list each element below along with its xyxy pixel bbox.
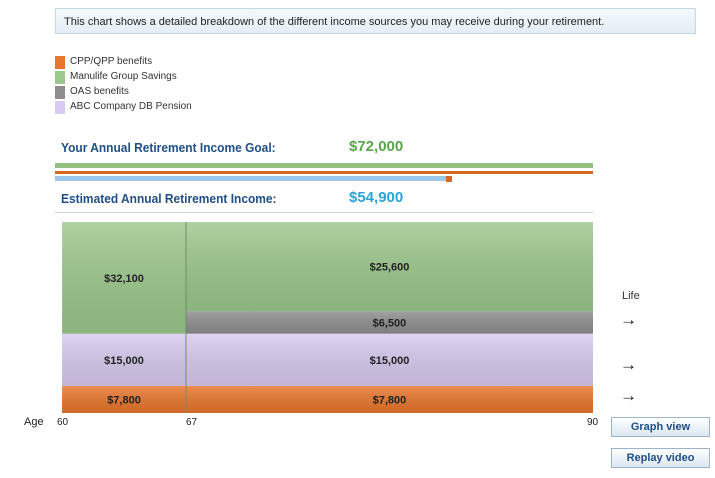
area-band-shade-0-1 — [185, 385, 594, 413]
area-band-shade-2-0 — [185, 311, 594, 334]
legend-swatch-manulife — [55, 71, 65, 84]
legend-label-pension: ABC Company DB Pension — [70, 101, 192, 112]
graph-view-button[interactable]: Graph view — [611, 417, 710, 437]
data-label-2-0: $6,500 — [373, 317, 407, 329]
replay-video-button[interactable]: Replay video — [611, 448, 710, 468]
arrow-right-icon: → — [620, 355, 637, 374]
x-tick-label: 90 — [587, 417, 599, 428]
income-goal-value: $72,000 — [349, 138, 404, 155]
legend-swatch-cpp — [55, 56, 65, 69]
estimated-income-bar — [55, 176, 446, 181]
arrow-right-icon: → — [620, 310, 637, 329]
data-label-0-0: $7,800 — [107, 394, 141, 406]
area-band-shade-3-0 — [62, 222, 186, 334]
area-band-shade-3-1 — [185, 222, 594, 312]
data-label-0-1: $7,800 — [373, 394, 407, 406]
x-axis-label: Age — [24, 416, 44, 428]
legend-swatch-oas — [55, 86, 65, 99]
data-label-3-0: $32,100 — [104, 273, 144, 285]
estimated-income-label: Estimated Annual Retirement Income: — [61, 191, 277, 206]
legend-label-manulife: Manulife Group Savings — [70, 71, 177, 82]
estimated-income-marker — [446, 176, 452, 182]
life-label: Life — [622, 290, 640, 302]
arrow-right-icon: → — [620, 386, 637, 405]
estimated-income-value: $54,900 — [349, 189, 404, 206]
data-label-3-1: $25,600 — [370, 262, 410, 274]
legend-swatch-pension — [55, 101, 65, 114]
area-band-shade-0-0 — [62, 385, 186, 413]
income-goal-label: Your Annual Retirement Income Goal: — [61, 140, 276, 155]
goal-separator-line — [55, 171, 593, 174]
legend-label-oas: OAS benefits — [70, 86, 129, 97]
data-label-1-1: $15,000 — [370, 355, 410, 367]
x-tick-label: 60 — [57, 417, 69, 428]
section-divider — [55, 212, 593, 213]
x-tick-label: 67 — [186, 417, 198, 428]
chart-description: This chart shows a detailed breakdown of… — [55, 8, 696, 34]
data-label-1-0: $15,000 — [104, 355, 144, 367]
area-band-shade-1-1 — [185, 333, 594, 386]
legend-label-cpp: CPP/QPP benefits — [70, 56, 153, 67]
area-band-shade-1-0 — [62, 333, 186, 386]
income-goal-bar — [55, 163, 593, 168]
